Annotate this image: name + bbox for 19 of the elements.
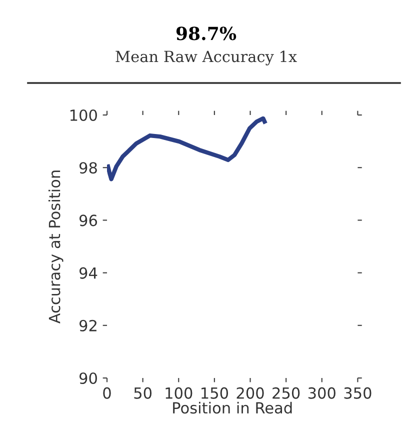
x-tick-label: 350 xyxy=(344,387,372,399)
x-tick-label: 150 xyxy=(202,387,228,399)
x-tick-label: 250 xyxy=(272,387,300,399)
x-tick-label: 300 xyxy=(308,387,336,399)
x-tick-label: 50 xyxy=(134,387,152,399)
x-tick-label: 100 xyxy=(166,387,192,399)
x-tick-label: 0 xyxy=(103,387,111,399)
line-series xyxy=(107,116,267,182)
y-tick-label: 96 xyxy=(79,214,98,226)
y-tick-label: 100 xyxy=(70,109,97,122)
chart-subtitle: Mean Raw Accuracy 1x xyxy=(116,50,297,66)
y-tick-label: 92 xyxy=(79,320,96,332)
y-tick-label: 98 xyxy=(79,162,97,174)
y-tick-label: 90 xyxy=(79,372,97,384)
chart-title: 98.7% xyxy=(176,26,236,40)
y-axis-title: Accuracy at Position xyxy=(48,170,64,324)
x-axis-title: Position in Read xyxy=(173,402,292,414)
y-tick-label: 94 xyxy=(79,267,98,279)
x-tick-label: 200 xyxy=(236,387,264,399)
